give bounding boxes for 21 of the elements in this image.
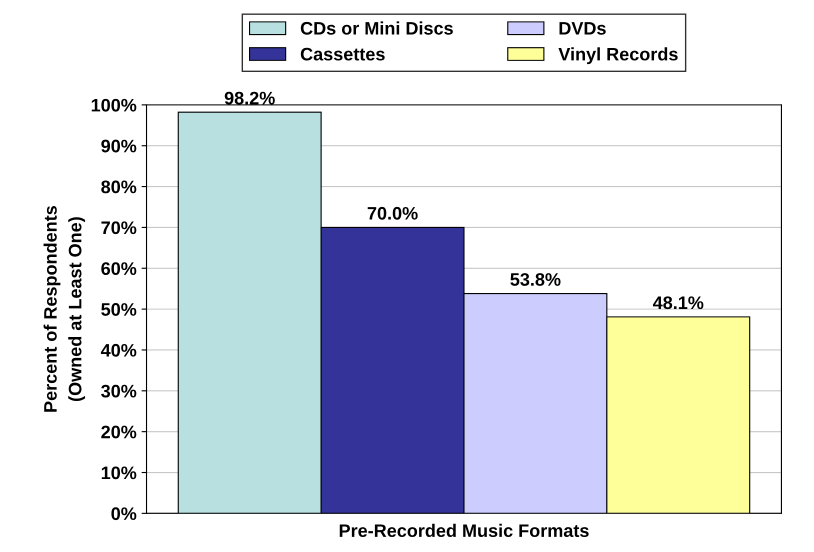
data-label: 53.8% xyxy=(510,273,561,286)
y-tick-label: 50% xyxy=(101,303,136,316)
data-label: 98.2% xyxy=(224,92,275,104)
y-tick-label: 60% xyxy=(101,262,136,275)
data-label: 48.1% xyxy=(652,296,704,310)
legend-label: DVDs xyxy=(560,22,606,35)
y-tick-label: 10% xyxy=(102,466,136,480)
x-axis-title: Pre-Recorded Music Formats xyxy=(340,524,589,538)
legend-label: Cassettes xyxy=(300,48,385,61)
y-tick-label: 70% xyxy=(101,221,136,234)
legend-label: CDs or Mini Discs xyxy=(300,21,453,35)
legend-label: Vinyl Records xyxy=(558,47,678,64)
y-tick-label: 0% xyxy=(111,507,136,520)
y-tick-label: 30% xyxy=(101,384,136,398)
y-tick-label: 100% xyxy=(92,98,136,112)
y-tick-label: 20% xyxy=(101,426,136,438)
data-label: 70.0% xyxy=(368,206,418,220)
y-tick-label: 90% xyxy=(101,140,136,152)
y-tick-label: 40% xyxy=(100,344,136,357)
y-tick-label: 80% xyxy=(101,180,136,194)
y-axis-title: Percent of Respondents (Owned at Least One) xyxy=(44,206,86,412)
